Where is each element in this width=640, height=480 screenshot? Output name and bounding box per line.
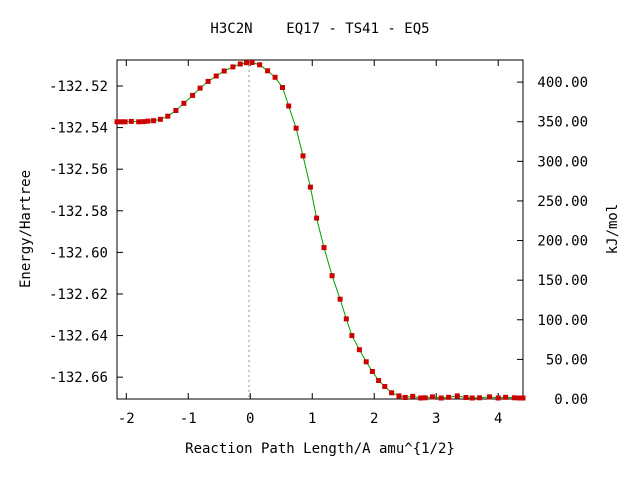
x-axis-title: Reaction Path Length/A amu^{1/2} (185, 441, 455, 457)
y-tick-label: -132.58 (49, 204, 108, 220)
y2-tick-label: 50.00 (546, 352, 588, 368)
x-tick-label: 3 (432, 411, 440, 427)
data-point (230, 64, 236, 70)
y-tick-label: -132.52 (49, 79, 108, 95)
data-point (454, 393, 460, 399)
y2-tick-label: 350.00 (537, 115, 588, 131)
data-point (181, 100, 187, 106)
data-point (516, 395, 522, 401)
data-point (272, 74, 278, 80)
data-point (321, 245, 327, 251)
data-point (249, 60, 255, 65)
data-point (237, 61, 243, 67)
y2-tick-label: 300.00 (537, 154, 588, 170)
data-point (300, 153, 306, 159)
data-point (286, 103, 292, 109)
data-point (257, 62, 263, 68)
data-point (314, 215, 320, 221)
y-axis-ticks: -132.52 -132.54 -132.56 -132.58 -132.60 -132.… (49, 79, 123, 386)
y-tick-label: -132.62 (49, 287, 108, 303)
data-point (337, 296, 343, 302)
data-point (213, 73, 219, 79)
data-point (293, 125, 299, 131)
data-point (118, 119, 124, 125)
data-point (382, 384, 388, 389)
data-point (376, 378, 382, 383)
data-point (136, 119, 142, 125)
data-point (446, 394, 452, 400)
data-point (369, 369, 375, 374)
data-point (265, 68, 271, 74)
y-tick-label: -132.66 (49, 370, 108, 386)
data-point (349, 333, 355, 339)
data-point (244, 60, 249, 66)
y2-axis-title: kJ/mol (605, 204, 621, 255)
y-tick-label: -132.60 (49, 245, 108, 261)
data-point (469, 395, 475, 401)
data-point (141, 119, 147, 125)
data-point (463, 395, 469, 400)
data-point (280, 85, 285, 90)
data-point (418, 395, 424, 401)
y2-tick-label: 200.00 (537, 234, 588, 250)
data-point (165, 113, 171, 119)
data-point (307, 184, 313, 190)
data-point (114, 119, 120, 125)
data-point (173, 108, 179, 113)
data-point (221, 68, 227, 74)
data-point (430, 394, 435, 400)
data-point (122, 119, 128, 125)
data-point (329, 273, 335, 279)
y-tick-label: -132.56 (49, 162, 108, 178)
data-point (520, 395, 526, 401)
data-point (363, 359, 369, 365)
y2-tick-label: 0.00 (554, 392, 588, 408)
data-point (402, 395, 408, 400)
x-tick-label: -2 (118, 411, 135, 427)
x-tick-label: 0 (246, 411, 254, 427)
data-point (197, 85, 203, 91)
data-point (157, 116, 163, 122)
y2-tick-label: 250.00 (537, 194, 588, 210)
y2-axis-ticks: 400.00 350.00 300.00 250.00 200.00 150.00 100.… (517, 75, 588, 408)
y2-tick-label: 150.00 (537, 273, 588, 289)
data-point (356, 347, 362, 353)
y-axis-title: Energy/Hartree (18, 170, 34, 288)
data-point (477, 395, 483, 401)
x-tick-label: -1 (180, 411, 197, 427)
x-tick-label: 1 (308, 411, 316, 427)
y-tick-label: -132.64 (49, 329, 108, 345)
data-point (145, 118, 151, 124)
plot-frame (116, 59, 524, 400)
data-point (422, 395, 428, 401)
data-point (205, 78, 211, 84)
data-point (511, 395, 517, 401)
x-tick-label: 4 (494, 411, 502, 427)
data-point (190, 92, 196, 98)
data-point (389, 390, 395, 396)
y-tick-label: -132.54 (49, 121, 108, 137)
data-points (114, 60, 526, 401)
data-point (495, 395, 501, 401)
y2-tick-label: 100.00 (537, 313, 588, 329)
data-point (410, 393, 416, 399)
chart-title: H3C2N EQ17 - TS41 - EQ5 (210, 21, 429, 37)
y2-tick-label: 400.00 (537, 75, 588, 91)
data-point (503, 394, 509, 400)
x-tick-label: 2 (370, 411, 378, 427)
data-point (396, 393, 402, 399)
data-point (438, 395, 444, 401)
data-point (128, 118, 134, 124)
data-point (343, 316, 349, 322)
data-point (487, 394, 492, 400)
data-point (151, 118, 157, 124)
